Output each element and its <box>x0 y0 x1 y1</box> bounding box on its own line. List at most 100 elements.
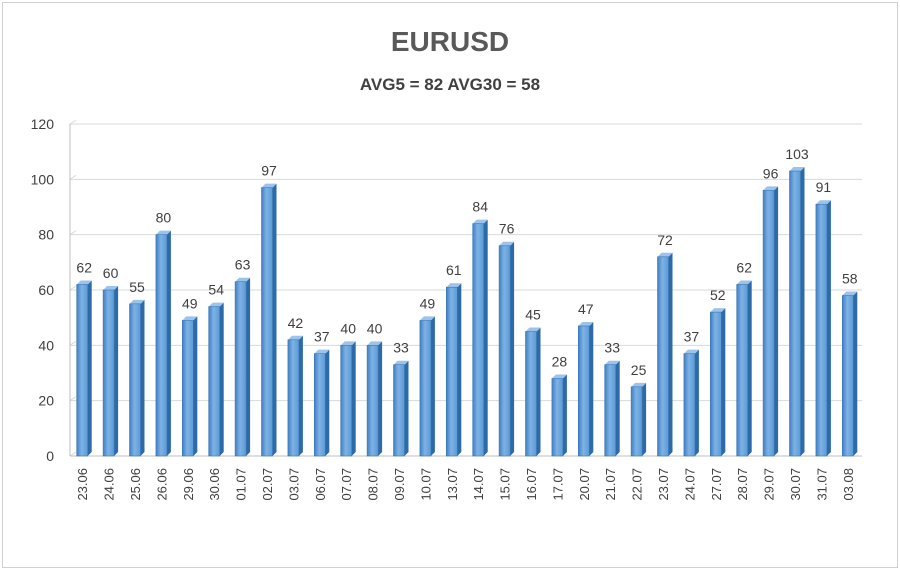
bar <box>841 291 858 457</box>
x-tick-label: 07.07 <box>339 468 354 501</box>
gridline-depth <box>69 119 77 125</box>
bar <box>657 252 673 457</box>
x-tick-label: 10.07 <box>418 468 433 501</box>
x-tick-label: 27.07 <box>709 468 724 501</box>
bar-front <box>208 306 220 457</box>
bar <box>155 230 171 457</box>
bar-front <box>709 311 722 457</box>
bar-front <box>393 364 405 457</box>
bar <box>234 277 251 457</box>
bar-side <box>668 252 673 456</box>
data-label: 103 <box>785 146 809 162</box>
data-label: 37 <box>314 329 330 345</box>
x-tick-label: 16.07 <box>524 468 539 501</box>
bar-front <box>789 170 801 457</box>
bar <box>419 316 435 457</box>
bar-top <box>631 382 647 387</box>
data-label: 49 <box>420 295 436 311</box>
bar-front <box>419 320 432 457</box>
bar <box>736 280 752 457</box>
bar-top <box>261 183 277 188</box>
y-tick-label: 100 <box>31 171 55 187</box>
bar-side <box>193 316 198 456</box>
bar-side <box>114 286 119 456</box>
y-tick-label: 80 <box>38 227 54 243</box>
bar-side <box>166 230 171 456</box>
data-labels: 62 60 55 80 49 54 63 97 42 37 40 40 33 49 61 84 76 45 28 47… <box>76 146 857 378</box>
bar-top <box>525 327 541 332</box>
bar-top <box>314 349 330 354</box>
bar-front <box>182 320 194 457</box>
y-tick-label: 120 <box>31 116 55 132</box>
x-tick-label: 26.06 <box>154 468 169 501</box>
bar-top <box>103 286 119 290</box>
bar-front <box>445 286 458 457</box>
x-tick-label: 25.06 <box>128 468 143 501</box>
bar-top <box>683 349 699 354</box>
data-label: 76 <box>499 221 515 237</box>
data-label: 42 <box>288 315 304 331</box>
x-tick-label: 03.08 <box>841 468 856 501</box>
data-label: 40 <box>340 320 356 336</box>
bar-front <box>472 223 485 457</box>
bar <box>287 335 303 457</box>
bar-side <box>351 341 356 456</box>
bar <box>129 299 145 457</box>
x-tick-label: 08.07 <box>366 468 381 501</box>
bar-side <box>219 302 224 456</box>
bar-side <box>140 299 145 456</box>
x-tick-label: 02.07 <box>260 468 275 501</box>
x-tick-label: 24.07 <box>682 468 697 501</box>
x-tick-label: 22.07 <box>630 468 645 501</box>
bar-side <box>774 186 779 456</box>
data-label: 58 <box>842 271 858 287</box>
bar <box>551 374 567 457</box>
data-label: 25 <box>631 362 647 378</box>
bar-side <box>510 241 515 456</box>
bar <box>393 360 409 457</box>
x-tick-label: 29.07 <box>762 468 777 501</box>
bar-front <box>261 187 273 457</box>
bar-top <box>419 316 435 321</box>
bar-side <box>430 316 435 456</box>
bar-top <box>76 280 92 285</box>
bar <box>208 302 224 457</box>
bar-front <box>736 284 749 457</box>
data-label: 55 <box>129 279 145 295</box>
bar-top <box>129 299 145 304</box>
data-label: 54 <box>208 282 224 298</box>
bar-top <box>604 360 620 365</box>
x-tick-label: 30.06 <box>207 468 222 501</box>
data-label: 62 <box>76 259 92 275</box>
bar-top <box>551 374 567 379</box>
data-label: 60 <box>103 265 119 281</box>
x-tick-label: 03.07 <box>286 468 301 501</box>
bar <box>789 167 805 457</box>
bar-front <box>683 353 696 457</box>
bar-front <box>234 281 247 457</box>
bar-top <box>763 186 779 191</box>
data-label: 40 <box>367 320 383 336</box>
y-tick-label: 40 <box>38 337 54 353</box>
y-tick-label: 20 <box>38 393 54 409</box>
x-tick-label: 23.07 <box>656 468 671 501</box>
x-axis-labels: 23.06 24.06 25.06 26.06 29.06 30.06 01.07 02.07… <box>75 468 856 501</box>
x-tick-label: 20.07 <box>577 468 592 501</box>
x-tick-label: 30.07 <box>788 468 803 501</box>
bar-top <box>789 167 805 172</box>
bar <box>709 308 726 457</box>
bar-side <box>325 349 330 456</box>
bar-side <box>721 308 726 456</box>
gridline-depth <box>69 174 77 180</box>
data-label: 72 <box>657 232 673 248</box>
x-tick-label: 13.07 <box>445 468 460 501</box>
bar-front <box>76 284 88 457</box>
bar-top <box>446 283 462 288</box>
bar-top <box>472 219 488 224</box>
x-tick-label: 15.07 <box>498 468 513 501</box>
data-label: 47 <box>578 301 594 317</box>
x-tick-label: 29.06 <box>181 468 196 501</box>
bar-side <box>800 167 805 457</box>
bar-front <box>498 245 511 457</box>
bar-side <box>87 280 92 456</box>
